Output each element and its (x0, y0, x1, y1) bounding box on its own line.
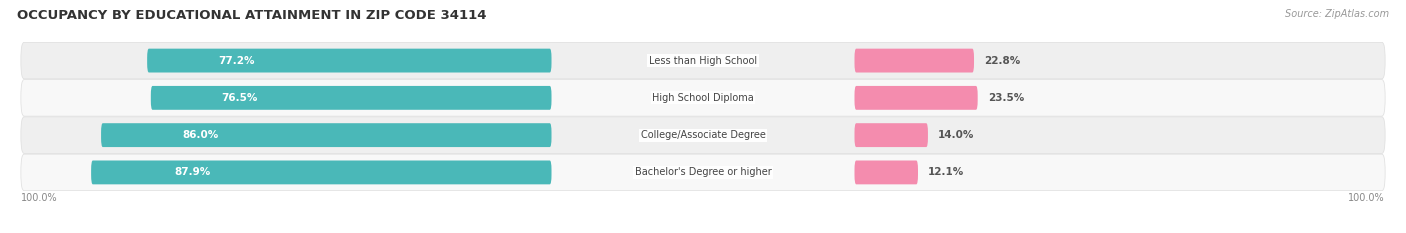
Text: Source: ZipAtlas.com: Source: ZipAtlas.com (1285, 9, 1389, 19)
Text: Less than High School: Less than High School (650, 56, 756, 65)
Text: High School Diploma: High School Diploma (652, 93, 754, 103)
Text: 22.8%: 22.8% (984, 56, 1021, 65)
Text: 100.0%: 100.0% (21, 193, 58, 203)
FancyBboxPatch shape (855, 123, 928, 147)
FancyBboxPatch shape (91, 161, 551, 184)
Text: 14.0%: 14.0% (938, 130, 974, 140)
Text: 12.1%: 12.1% (928, 168, 965, 177)
Text: College/Associate Degree: College/Associate Degree (641, 130, 765, 140)
FancyBboxPatch shape (21, 80, 1385, 116)
FancyBboxPatch shape (21, 154, 1385, 191)
Text: OCCUPANCY BY EDUCATIONAL ATTAINMENT IN ZIP CODE 34114: OCCUPANCY BY EDUCATIONAL ATTAINMENT IN Z… (17, 9, 486, 22)
Text: 86.0%: 86.0% (183, 130, 218, 140)
Text: 87.9%: 87.9% (174, 168, 211, 177)
FancyBboxPatch shape (855, 161, 918, 184)
FancyBboxPatch shape (21, 42, 1385, 79)
FancyBboxPatch shape (150, 86, 551, 110)
FancyBboxPatch shape (855, 86, 977, 110)
Text: 77.2%: 77.2% (218, 56, 254, 65)
Text: 100.0%: 100.0% (1348, 193, 1385, 203)
Text: 76.5%: 76.5% (221, 93, 257, 103)
FancyBboxPatch shape (148, 49, 551, 72)
FancyBboxPatch shape (21, 117, 1385, 153)
Text: 23.5%: 23.5% (988, 93, 1024, 103)
Text: Bachelor's Degree or higher: Bachelor's Degree or higher (634, 168, 772, 177)
FancyBboxPatch shape (855, 49, 974, 72)
FancyBboxPatch shape (101, 123, 551, 147)
